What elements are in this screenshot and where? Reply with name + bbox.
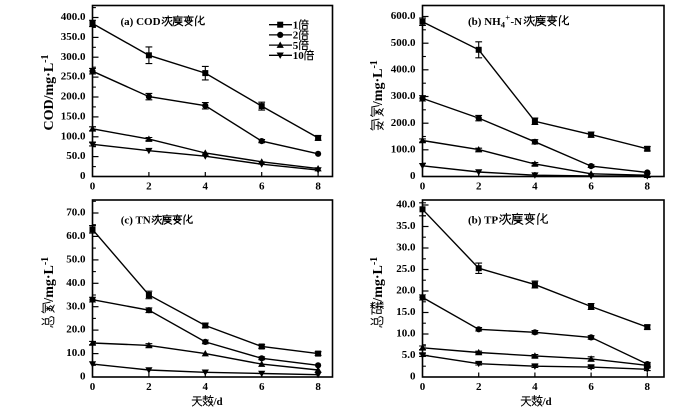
svg-text:/d: /d [213,396,223,408]
svg-text:6: 6 [588,181,594,193]
svg-text:8: 8 [315,181,321,193]
svg-text:300.0: 300.0 [61,51,86,63]
svg-text:1: 1 [293,20,299,32]
svg-text:500.0: 500.0 [391,37,416,49]
svg-text:10.0: 10.0 [396,328,416,340]
svg-text:5.0: 5.0 [402,349,416,361]
svg-text:2: 2 [146,381,152,393]
svg-text:35.0: 35.0 [396,220,416,232]
svg-text:350.0: 350.0 [61,31,86,43]
svg-text:600.0: 600.0 [391,10,416,22]
svg-text:5: 5 [293,40,299,52]
svg-text:150.0: 150.0 [61,111,86,123]
svg-text:10.0: 10.0 [66,347,86,359]
svg-text:15.0: 15.0 [396,306,416,318]
svg-text:0: 0 [410,371,416,383]
svg-text:2: 2 [476,381,482,393]
svg-text:6: 6 [259,181,265,193]
svg-text:400.0: 400.0 [391,63,416,75]
svg-text:(c) TN: (c) TN [121,215,151,227]
svg-text:2: 2 [476,181,482,193]
svg-text:70.0: 70.0 [66,207,86,219]
svg-text:200.0: 200.0 [61,91,86,103]
svg-text:8: 8 [645,181,651,193]
svg-text:0: 0 [80,371,86,383]
svg-text:2: 2 [293,30,299,42]
svg-text:50.0: 50.0 [66,254,86,266]
svg-text:200.0: 200.0 [391,117,416,129]
svg-text:0: 0 [420,181,426,193]
svg-text:0: 0 [80,170,86,182]
svg-text:20.0: 20.0 [396,285,416,297]
svg-text:0: 0 [420,381,426,393]
svg-text:30.0: 30.0 [396,242,416,254]
svg-text:20.0: 20.0 [66,324,86,336]
svg-text:0: 0 [90,181,96,193]
svg-text:(a) COD: (a) COD [121,16,161,28]
svg-text:4: 4 [532,381,538,393]
svg-text:/mg·L-1: /mg·L-1 [369,60,386,106]
svg-text:/mg·L-1: /mg·L-1 [40,257,57,303]
svg-text:60.0: 60.0 [66,230,86,242]
svg-text:8: 8 [645,381,651,393]
svg-text:250.0: 250.0 [61,71,86,83]
svg-text:25.0: 25.0 [396,263,416,275]
svg-text:2: 2 [146,181,152,193]
svg-text:30.0: 30.0 [66,300,86,312]
svg-text:4: 4 [203,381,209,393]
svg-text:0: 0 [410,170,416,182]
svg-text:50.0: 50.0 [66,150,86,162]
svg-text:4: 4 [203,181,209,193]
svg-text:+: + [505,13,510,23]
svg-text:6: 6 [259,381,265,393]
svg-text:8: 8 [315,381,321,393]
svg-text:400.0: 400.0 [61,11,86,23]
svg-text:/mg·L-1: /mg·L-1 [369,257,386,303]
svg-text:0: 0 [90,381,96,393]
svg-text:6: 6 [588,381,594,393]
svg-text:40.0: 40.0 [66,277,86,289]
svg-text:4: 4 [501,20,506,30]
svg-text:(b) TP: (b) TP [468,215,498,227]
svg-text:(b) NH: (b) NH [468,16,501,28]
svg-text:100.0: 100.0 [391,143,416,155]
svg-text:-N: -N [511,16,523,28]
svg-text:100.0: 100.0 [61,130,86,142]
svg-text:4: 4 [532,181,538,193]
svg-text:/d: /d [542,396,552,408]
svg-text:40.0: 40.0 [396,199,416,211]
svg-text:COD/mg·L-1: COD/mg·L-1 [40,54,57,130]
svg-text:300.0: 300.0 [391,90,416,102]
svg-text:10: 10 [293,50,305,62]
